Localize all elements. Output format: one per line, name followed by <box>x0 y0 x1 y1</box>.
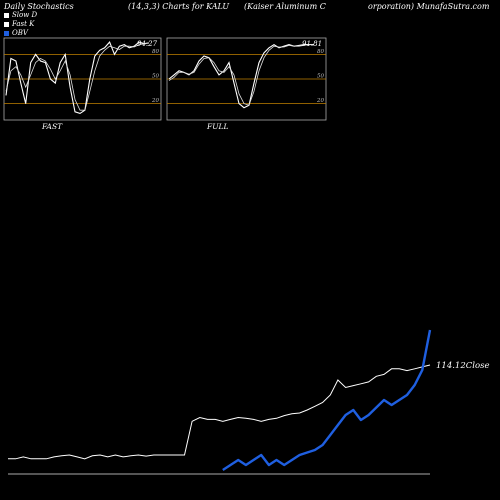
legend-swatch <box>4 31 9 36</box>
legend-label: Slow D <box>12 11 38 19</box>
header-title: Daily Stochastics <box>4 2 74 11</box>
fast-panel-label: FAST <box>42 122 63 131</box>
full-level-label-20: 20 <box>316 98 324 104</box>
full-last-value: 91.81 <box>302 40 322 48</box>
close-value-label: 114.12Close <box>436 361 489 371</box>
header-company: (Kaiser Aluminum C <box>244 2 326 11</box>
obv-line <box>222 329 432 472</box>
legend-label: OBV <box>12 29 28 37</box>
legend-item-obv: OBV <box>4 29 37 38</box>
fast-series-slow-d <box>5 42 150 111</box>
legend-item-fast-k: Fast K <box>4 20 37 29</box>
baseline-bar <box>8 473 430 475</box>
legend-item-slow-d: Slow D <box>4 11 37 20</box>
fast-series-fast-k <box>5 41 150 115</box>
fast-level-label-80: 80 <box>152 49 159 55</box>
full-series-full-k <box>168 43 314 109</box>
close-price-line <box>8 364 431 460</box>
header-params: (14,3,3) Charts for KALU <box>128 2 230 11</box>
fast-level-label-20: 20 <box>151 98 159 104</box>
full-series-full-d <box>168 44 314 106</box>
legend-swatch <box>4 13 9 18</box>
fast-last-value: 94.27 <box>137 40 158 48</box>
legend-swatch <box>4 22 9 27</box>
full-panel-label: FULL <box>207 122 229 131</box>
header-site: orporation) MunafaSutra.com <box>368 2 490 11</box>
legend-label: Fast K <box>12 20 35 28</box>
full-level-label-50: 50 <box>317 74 324 80</box>
fast-level-label-50: 50 <box>152 74 159 80</box>
legend: Slow D Fast K OBV <box>4 11 37 38</box>
full-level-label-80: 80 <box>317 49 324 55</box>
